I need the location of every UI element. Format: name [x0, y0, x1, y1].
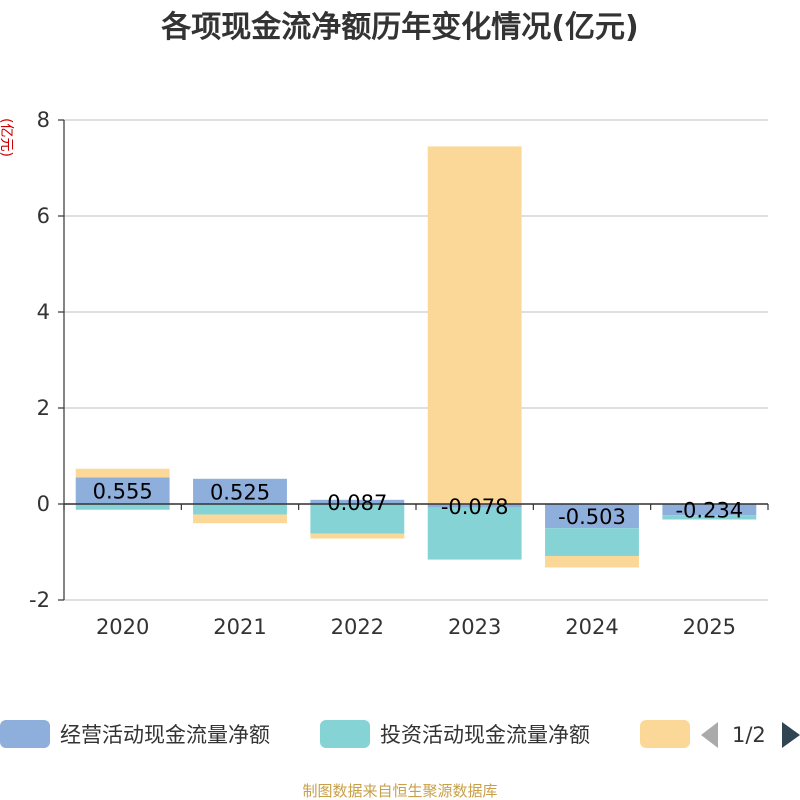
data-label: -0.234	[675, 499, 743, 523]
bar-2-2022	[310, 504, 405, 534]
bar-2-2021	[193, 504, 287, 515]
y-tick-label: 4	[37, 300, 50, 324]
x-tick-label: 2021	[213, 615, 266, 639]
bar-3-2024	[545, 555, 639, 568]
data-labels: 0.555 0.525 0.087 -0.078 -0.503 -0.234	[93, 480, 744, 529]
bars	[75, 146, 757, 568]
bar-3-2022	[310, 533, 405, 539]
y-tick-label: 6	[37, 204, 50, 228]
x-tick-label: 2025	[683, 615, 736, 639]
y-tick-label: 0	[37, 492, 50, 516]
legend-prev-icon[interactable]	[701, 722, 718, 748]
legend-swatch	[320, 720, 370, 748]
bar-1-2023	[427, 504, 522, 508]
bar-1-2025	[662, 504, 757, 516]
y-tick-label: -2	[29, 588, 50, 612]
bar-3-2025	[662, 519, 757, 521]
bar-3-2021	[193, 514, 287, 524]
legend: 经营活动现金流量净额 投资活动现金流量净额 1/2	[0, 720, 800, 748]
legend-label: 投资活动现金流量净额	[380, 723, 590, 747]
data-label: 0.555	[93, 480, 153, 504]
y-tick-label: 2	[37, 396, 50, 420]
grid-lines	[64, 119, 768, 601]
data-label: 0.087	[327, 491, 387, 515]
x-tick-label: 2024	[565, 615, 618, 639]
bar-1-2022	[310, 499, 405, 504]
bar-2-2023	[427, 507, 522, 560]
legend-label: 经营活动现金流量净额	[60, 723, 270, 747]
bar-2-2020	[75, 504, 170, 510]
data-label: 0.525	[210, 480, 270, 504]
source-note: 制图数据来自恒生聚源数据库	[302, 782, 497, 800]
legend-page-indicator: 1/2	[732, 723, 766, 747]
legend-swatch	[640, 720, 690, 748]
chart-title: 各项现金流净额历年变化情况(亿元)	[160, 10, 638, 45]
bar-1-2021	[193, 478, 287, 504]
x-tick-label: 2020	[96, 615, 149, 639]
y-tick-label: 8	[37, 108, 50, 132]
axes: -2 0 2 4 6 8 2020 2021 2022 2023 2024 2025	[29, 108, 769, 639]
bar-3-2020	[75, 468, 170, 478]
bar-3-2023	[427, 146, 522, 504]
x-tick-label: 2023	[448, 615, 501, 639]
bar-2-2024	[545, 528, 639, 556]
bar-1-2024	[545, 504, 639, 529]
legend-swatch	[0, 720, 50, 748]
y-axis-unit: (亿元)	[0, 118, 14, 157]
bar-2-2025	[662, 515, 757, 520]
bar-1-2020	[75, 477, 170, 504]
data-label: -0.503	[558, 505, 626, 529]
x-tick-label: 2022	[331, 615, 384, 639]
legend-next-icon[interactable]	[782, 722, 800, 748]
data-label: -0.078	[441, 495, 509, 519]
